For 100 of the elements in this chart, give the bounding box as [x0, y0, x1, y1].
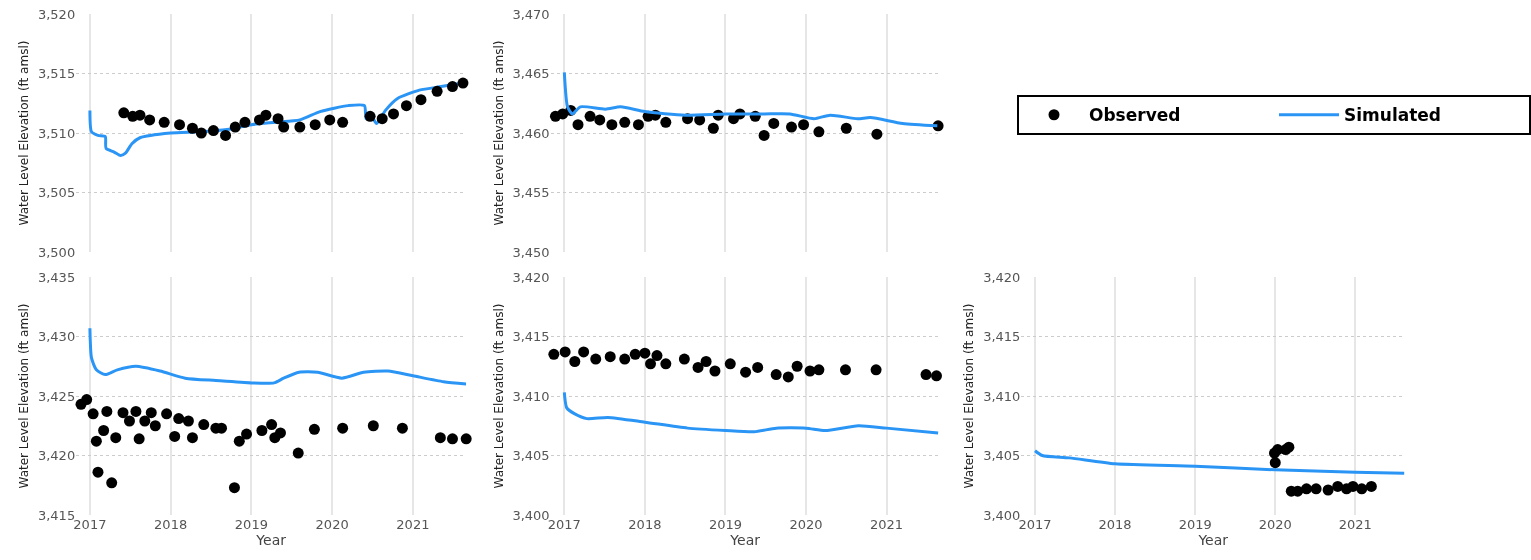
point [604, 351, 616, 363]
x-tick-label: 2021 [1338, 517, 1372, 532]
y-tick-label: 3,520 [37, 6, 76, 22]
point [434, 432, 446, 444]
y-tick-label: 3,415 [983, 329, 1021, 345]
point [1301, 483, 1312, 495]
point [584, 110, 596, 122]
x-tick-label: 2021 [870, 517, 904, 532]
point [278, 121, 290, 133]
point [186, 122, 198, 134]
y-tick-label: 3,405 [983, 448, 1021, 464]
point [1322, 484, 1334, 496]
point [813, 364, 825, 376]
y-tick-label: 3,470 [512, 6, 550, 22]
point [220, 129, 232, 141]
point [134, 109, 146, 121]
point [415, 94, 427, 106]
point [770, 369, 782, 381]
x-axis-title: Year [255, 532, 287, 549]
point [791, 360, 803, 372]
point [195, 127, 207, 139]
point [241, 428, 253, 440]
point [707, 122, 719, 134]
legend-label: Simulated [1344, 105, 1442, 126]
y-tick-label: 3,425 [37, 388, 76, 404]
point [1310, 483, 1322, 495]
point [158, 116, 170, 128]
point [228, 482, 240, 494]
y-tick-label: 3,430 [37, 329, 76, 345]
point [396, 422, 408, 434]
point [569, 355, 581, 367]
y-axis-title: Water Level Elevation (ft amsl) [17, 40, 32, 226]
point [174, 119, 186, 131]
point [123, 415, 135, 427]
point [1347, 480, 1359, 492]
line-series [1033, 449, 1405, 475]
y-axis-title: Water Level Elevation (ft amsl) [491, 303, 506, 489]
point [367, 420, 379, 432]
point [768, 117, 780, 129]
x-axis-title: Year [729, 532, 761, 549]
line-series [88, 326, 467, 386]
line-series [562, 390, 940, 435]
point [431, 85, 443, 97]
point [813, 126, 825, 138]
x-tick-label: 2019 [708, 517, 742, 532]
point [651, 350, 663, 362]
point [260, 109, 272, 121]
point [182, 415, 194, 427]
point [388, 108, 400, 120]
y-tick-label: 3,465 [512, 66, 550, 82]
y-tick-label: 3,410 [512, 388, 550, 404]
x-tick-label: 2020 [789, 517, 823, 532]
point [233, 435, 245, 447]
y-tick-label: 3,460 [512, 125, 550, 141]
point [294, 121, 306, 133]
point [239, 116, 251, 128]
point [106, 477, 118, 489]
point [144, 114, 156, 126]
point [632, 119, 644, 131]
point [292, 447, 304, 459]
point [678, 353, 690, 365]
point [81, 394, 93, 406]
x-tick-label: 2018 [154, 517, 188, 532]
point [308, 423, 320, 435]
point [309, 119, 321, 131]
y-axis-title: Water Level Elevation (ft amsl) [17, 303, 32, 489]
point [594, 114, 606, 126]
point [572, 119, 584, 131]
point [446, 433, 458, 445]
y-axis-title: Water Level Elevation (ft amsl) [962, 303, 977, 489]
point [559, 346, 571, 358]
point [446, 81, 458, 93]
point [130, 405, 142, 417]
y-tick-label: 3,420 [512, 269, 550, 285]
point [871, 128, 883, 140]
y-axis-title: Water Level Elevation (ft amsl) [491, 40, 506, 226]
point [758, 129, 770, 141]
point [660, 116, 672, 128]
point [639, 347, 651, 359]
point [782, 371, 794, 383]
point [266, 419, 278, 431]
y-tick-label: 3,415 [512, 329, 550, 345]
point [619, 353, 631, 365]
x-tick-label: 2017 [1018, 517, 1052, 532]
point [98, 425, 110, 437]
point [376, 113, 388, 125]
point [149, 420, 161, 432]
point [590, 353, 602, 365]
point [400, 100, 412, 112]
point [145, 407, 157, 419]
point [110, 432, 122, 444]
y-tick-label: 3,420 [37, 448, 76, 464]
point [229, 121, 241, 133]
x-tick-label: 2019 [234, 517, 268, 532]
point [709, 365, 721, 377]
y-tick-label: 3,505 [37, 185, 76, 201]
point [173, 413, 185, 425]
point [186, 432, 198, 444]
y-tick-label: 3,435 [37, 269, 76, 285]
y-tick-label: 3,515 [37, 66, 76, 82]
